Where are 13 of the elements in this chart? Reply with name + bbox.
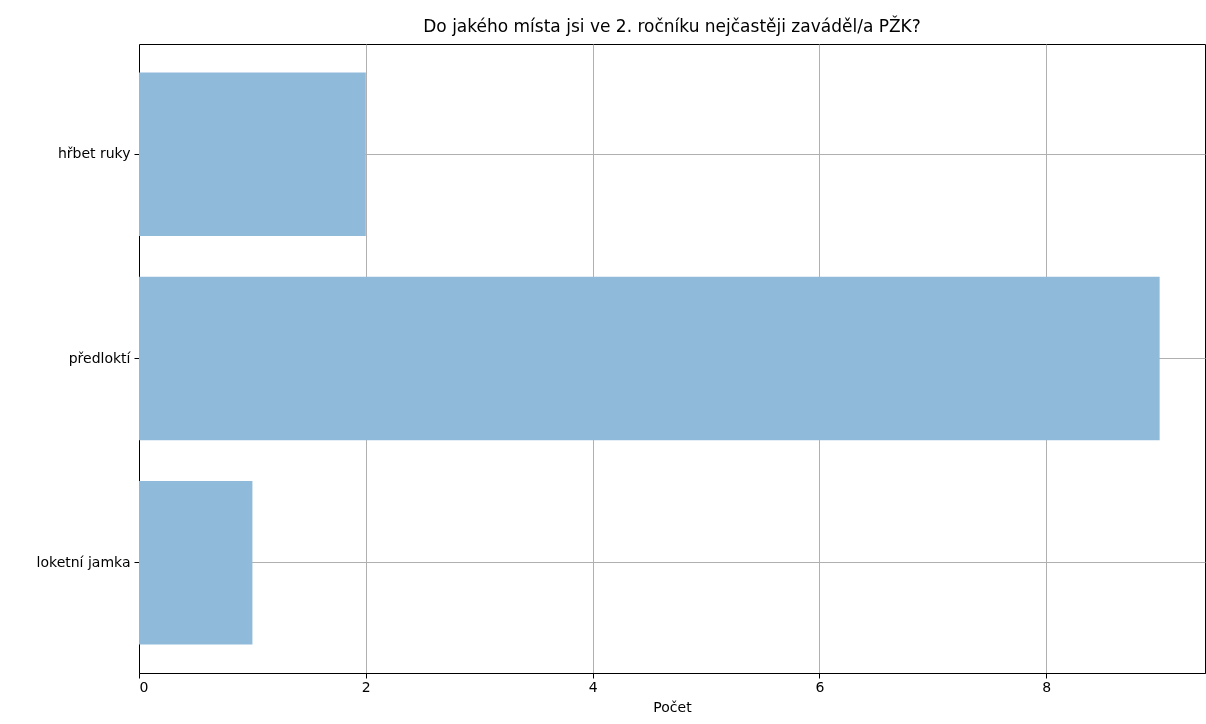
x-tick-label: 4 bbox=[588, 678, 598, 695]
x-axis-title: Počet bbox=[653, 698, 693, 715]
chart-title: Do jakého místa jsi ve 2. ročníku nejčastěji zaváděl/a PŽK? bbox=[423, 15, 921, 36]
bar bbox=[139, 276, 1160, 441]
y-tick-label: loketní jamka bbox=[36, 553, 131, 570]
bar bbox=[139, 72, 366, 236]
x-tick-label: 0 bbox=[139, 678, 149, 695]
y-tick-label: hřbet ruky bbox=[57, 145, 131, 162]
x-tick-label: 6 bbox=[815, 678, 825, 695]
y-tick-label: předloktí bbox=[68, 349, 132, 366]
x-tick-label: 8 bbox=[1042, 678, 1052, 695]
x-tick-label: 2 bbox=[361, 678, 371, 695]
bar bbox=[139, 481, 253, 645]
